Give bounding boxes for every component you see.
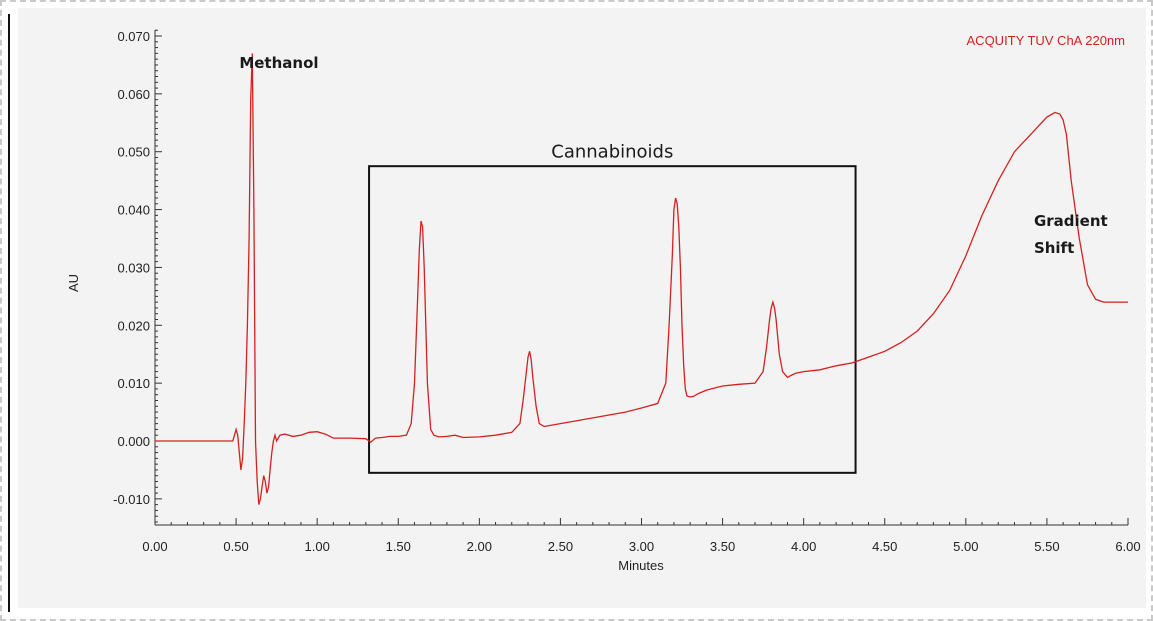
x-tick-label: 1.50 xyxy=(386,539,411,554)
cannabinoids-box xyxy=(368,165,857,474)
annotation-methanol: Methanol xyxy=(239,54,318,72)
x-tick-label: 3.00 xyxy=(629,539,654,554)
x-tick-label: 0.50 xyxy=(223,539,248,554)
chromatogram-trace xyxy=(155,53,1128,505)
y-tick-label: -0.010 xyxy=(113,492,150,507)
y-axis-title: AU xyxy=(66,274,81,292)
x-tick-label: 5.50 xyxy=(1034,539,1059,554)
y-tick-label: 0.070 xyxy=(117,29,150,44)
x-tick-label: 0.00 xyxy=(142,539,167,554)
plot-background xyxy=(18,8,1146,608)
x-tick-label: 3.50 xyxy=(710,539,735,554)
annotation-gradient-1: Gradient xyxy=(1034,212,1108,230)
x-axis-title: Minutes xyxy=(618,558,664,573)
detector-label: ACQUITY TUV ChA 220nm xyxy=(967,33,1125,48)
annotation-cannabinoids: Cannabinoids xyxy=(551,142,673,163)
x-tick-label: 1.00 xyxy=(305,539,330,554)
x-tick-label: 2.00 xyxy=(467,539,492,554)
x-tick-label: 4.00 xyxy=(791,539,816,554)
annotations: Methanol Cannabinoids Gradient Shift xyxy=(239,54,1107,257)
y-tick-label: 0.050 xyxy=(117,145,150,160)
y-tick-label: 0.030 xyxy=(117,260,150,275)
y-tick-label: 0.040 xyxy=(117,203,150,218)
annotation-gradient-2: Shift xyxy=(1034,239,1074,257)
x-tick-label: 5.00 xyxy=(953,539,978,554)
y-tick-label: 0.010 xyxy=(117,376,150,391)
x-tick-label: 4.50 xyxy=(872,539,897,554)
x-tick-label: 6.00 xyxy=(1115,539,1140,554)
x-tick-label: 2.50 xyxy=(548,539,573,554)
y-tick-label: 0.060 xyxy=(117,87,150,102)
y-tick-label: 0.000 xyxy=(117,434,150,449)
y-tick-label: 0.020 xyxy=(117,318,150,333)
y-ticks: -0.010 0.000 0.010 0.020 0.030 0.040 0.050 0.06… xyxy=(113,29,162,523)
x-ticks: 0.00 0.50 1.00 1.50 2.00 2.50 3.00 3.50 4.00 4.50… xyxy=(142,518,1141,554)
